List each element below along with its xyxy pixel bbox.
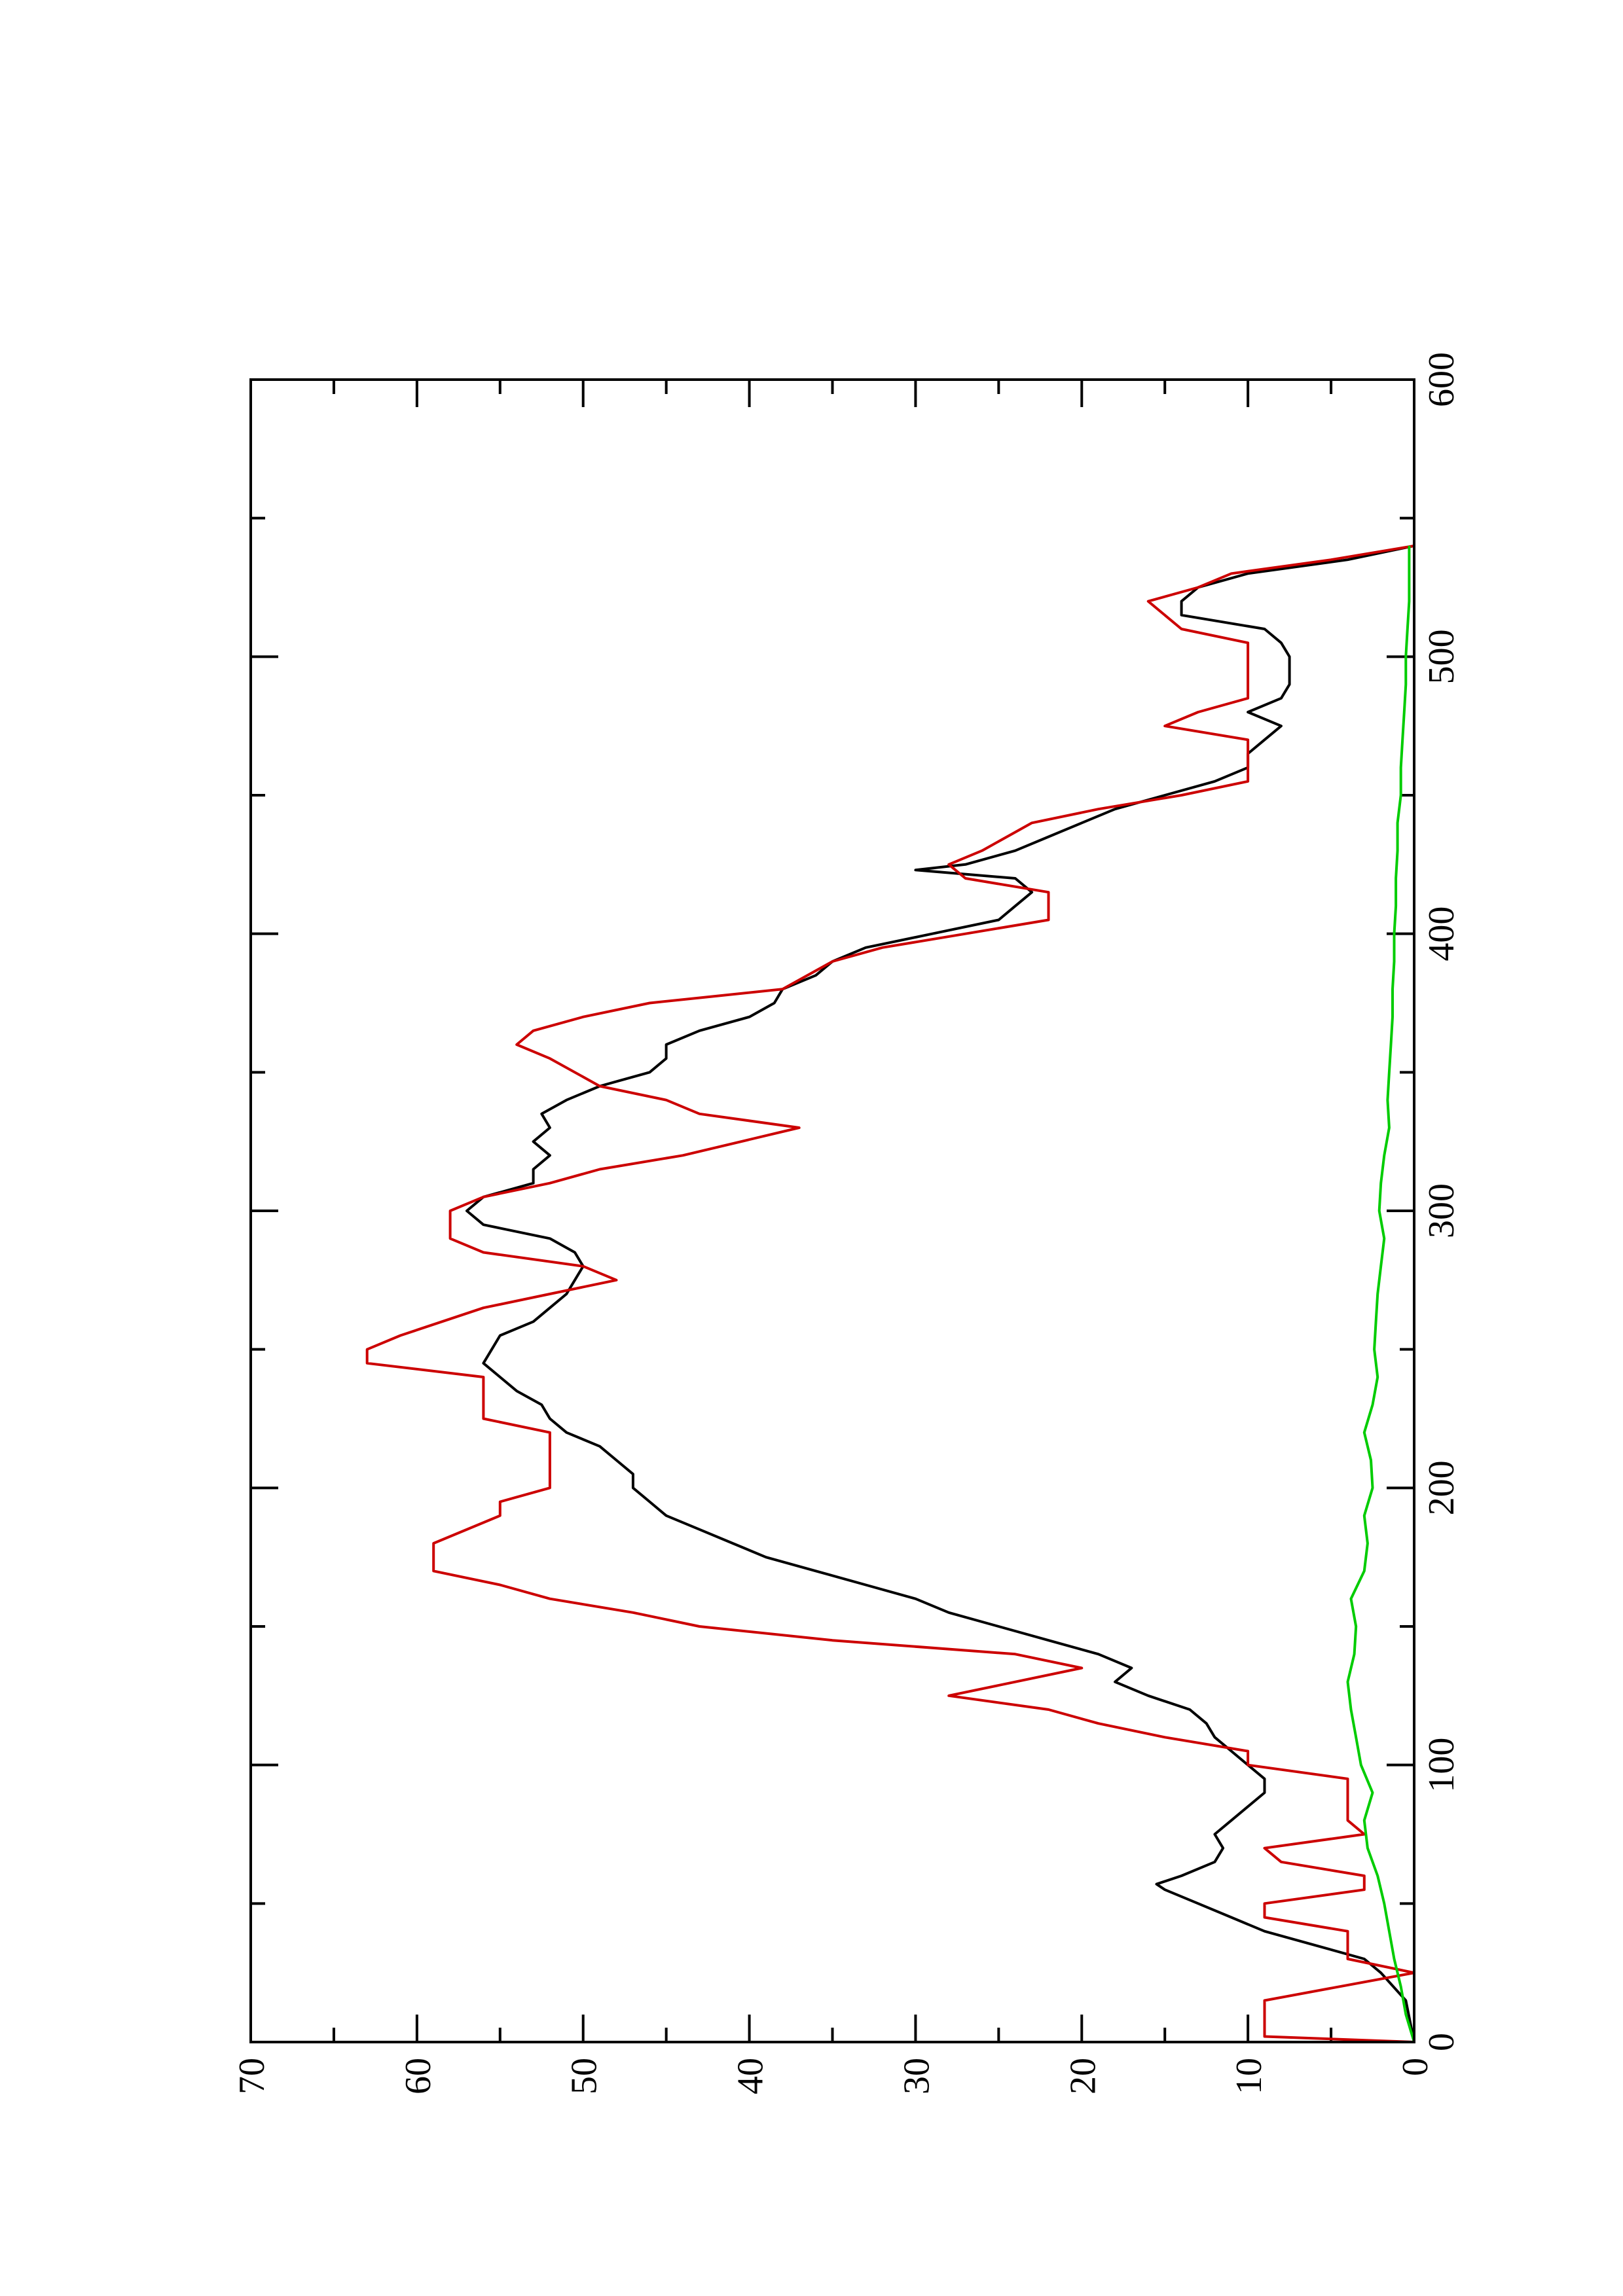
x-tick-label: 100 (1421, 1738, 1462, 1793)
y-tick-label: 30 (896, 2058, 937, 2094)
y-tick-label: 20 (1063, 2058, 1103, 2094)
plot-frame (249, 378, 1415, 2043)
y-tick-label: 60 (398, 2058, 439, 2094)
y-tick-label: 70 (232, 2058, 272, 2094)
x-tick-label: 600 (1421, 352, 1462, 407)
x-tick-label: 200 (1421, 1460, 1462, 1515)
series-line-2 (365, 545, 1415, 2043)
tick-labels: 0 100 200 300 400 500 600 0 10 20 30 40 50 60 70 (232, 352, 1462, 2094)
x-tick-label: 0 (1421, 2033, 1462, 2051)
y-tick-label: 0 (1395, 2058, 1436, 2076)
y-tick-label: 10 (1229, 2058, 1269, 2094)
y-tick-label: 50 (564, 2058, 605, 2094)
y-tick-label: 40 (731, 2058, 771, 2094)
series-line-3 (1346, 546, 1415, 2043)
series-group (365, 545, 1415, 2043)
x-tick-label: 500 (1421, 629, 1462, 684)
series-line-1 (465, 545, 1415, 2043)
x-tick-label: 400 (1421, 906, 1462, 961)
x-tick-label: 300 (1421, 1183, 1462, 1238)
